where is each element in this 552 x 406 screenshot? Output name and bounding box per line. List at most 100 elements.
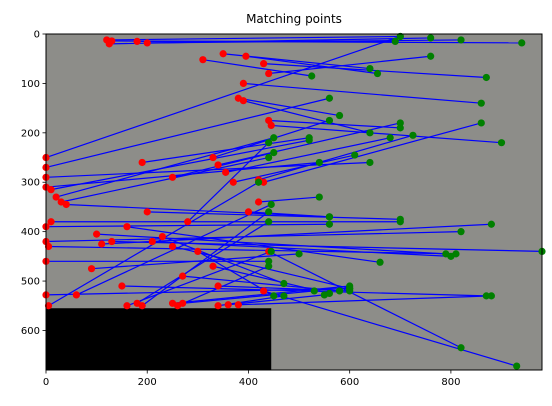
x-tick-label-400: 400 [239, 377, 258, 388]
target-point-32 [325, 220, 334, 228]
match-line-49 [126, 250, 272, 307]
source-point-2 [108, 37, 116, 45]
source-point-55 [214, 302, 222, 310]
source-point-56 [224, 301, 232, 309]
target-point-13 [396, 124, 404, 132]
match-line-58 [45, 287, 350, 296]
match-line-7 [245, 55, 378, 75]
match-line-42 [162, 236, 285, 285]
match-line-11 [238, 97, 340, 117]
target-point-61 [457, 344, 465, 352]
x-tick-label-600: 600 [340, 377, 359, 388]
target-point-17 [386, 134, 394, 142]
target-point-2 [518, 39, 526, 47]
target-point-27 [305, 136, 313, 144]
source-point-20 [260, 178, 268, 186]
source-point-38 [98, 240, 106, 248]
source-point-62 [260, 287, 268, 295]
match-line-28 [55, 137, 274, 198]
match-line-51 [141, 211, 270, 307]
target-point-26 [315, 158, 323, 167]
target-point-29 [265, 153, 273, 162]
target-points [254, 32, 546, 370]
source-point-48 [118, 282, 126, 290]
target-point-42 [280, 279, 288, 288]
source-point-65 [143, 208, 151, 216]
target-point-24 [325, 94, 334, 102]
source-point-40 [123, 223, 131, 231]
target-point-35 [265, 257, 273, 265]
match-line-22 [142, 137, 310, 164]
match-line-61 [268, 250, 462, 349]
target-point-50 [265, 218, 273, 226]
target-point-1 [427, 34, 435, 42]
target-point-10 [477, 99, 485, 107]
match-line-25 [45, 161, 370, 178]
match-line-9 [268, 55, 431, 75]
y-tick-label-300: 300 [21, 178, 40, 189]
target-point-63 [325, 213, 334, 221]
target-point-19 [409, 131, 417, 139]
source-point-12 [239, 97, 247, 105]
source-point-64 [184, 218, 192, 226]
match-line-32 [45, 223, 330, 228]
source-point-10 [239, 79, 247, 88]
match-line-29 [61, 156, 269, 203]
source-point-41 [148, 237, 156, 246]
target-point-8 [482, 73, 490, 82]
match-line-56 [228, 294, 325, 306]
chart-title: Matching points [246, 12, 342, 26]
match-line-4 [147, 39, 462, 44]
x-tick-label-800: 800 [441, 377, 460, 388]
source-point-17 [222, 168, 230, 176]
y-tick-label-400: 400 [21, 227, 40, 238]
x-tick-label-0: 0 [43, 377, 49, 388]
match-line-63 [248, 211, 330, 218]
source-point-22 [138, 158, 146, 167]
y-tick-label-100: 100 [21, 79, 40, 90]
source-point-37 [93, 230, 101, 238]
target-point-9 [427, 52, 435, 60]
y-tick-label-500: 500 [21, 277, 40, 288]
target-point-62 [513, 362, 521, 370]
target-point-15 [325, 116, 334, 125]
source-point-36 [87, 265, 96, 273]
source-point-28 [52, 193, 60, 201]
target-point-41 [447, 252, 455, 260]
source-point-63 [244, 208, 253, 216]
target-point-16 [396, 119, 404, 127]
match-line-65 [147, 211, 401, 220]
match-line-66 [258, 196, 320, 203]
target-point-53 [265, 262, 273, 270]
match-line-41 [152, 240, 451, 257]
match-line-38 [101, 223, 492, 245]
match-line-62 [263, 290, 517, 367]
match-line-53 [177, 265, 269, 307]
x-tick-label-200: 200 [138, 377, 157, 388]
target-point-38 [487, 220, 495, 228]
source-point-66 [254, 198, 263, 206]
target-point-64 [265, 139, 273, 147]
match-line-20 [263, 122, 482, 183]
target-point-7 [373, 69, 382, 78]
source-point-42 [158, 232, 167, 241]
match-line-30 [66, 203, 330, 218]
match-line-27 [50, 139, 310, 191]
plot-frame [45, 33, 543, 371]
source-point-43 [168, 242, 177, 251]
match-line-13 [268, 119, 401, 129]
mask-region [46, 308, 272, 370]
source-point-4 [143, 39, 151, 47]
source-point-54 [179, 299, 187, 307]
y-tick-label-600: 600 [21, 326, 40, 337]
match-line-57 [238, 295, 492, 306]
source-point-47 [214, 282, 222, 290]
target-point-25 [366, 158, 374, 167]
target-point-23 [396, 32, 404, 41]
target-point-49 [267, 247, 275, 256]
target-point-56 [320, 291, 328, 299]
target-point-12 [366, 129, 374, 137]
match-line-19 [258, 134, 414, 181]
match-lines [45, 35, 543, 367]
